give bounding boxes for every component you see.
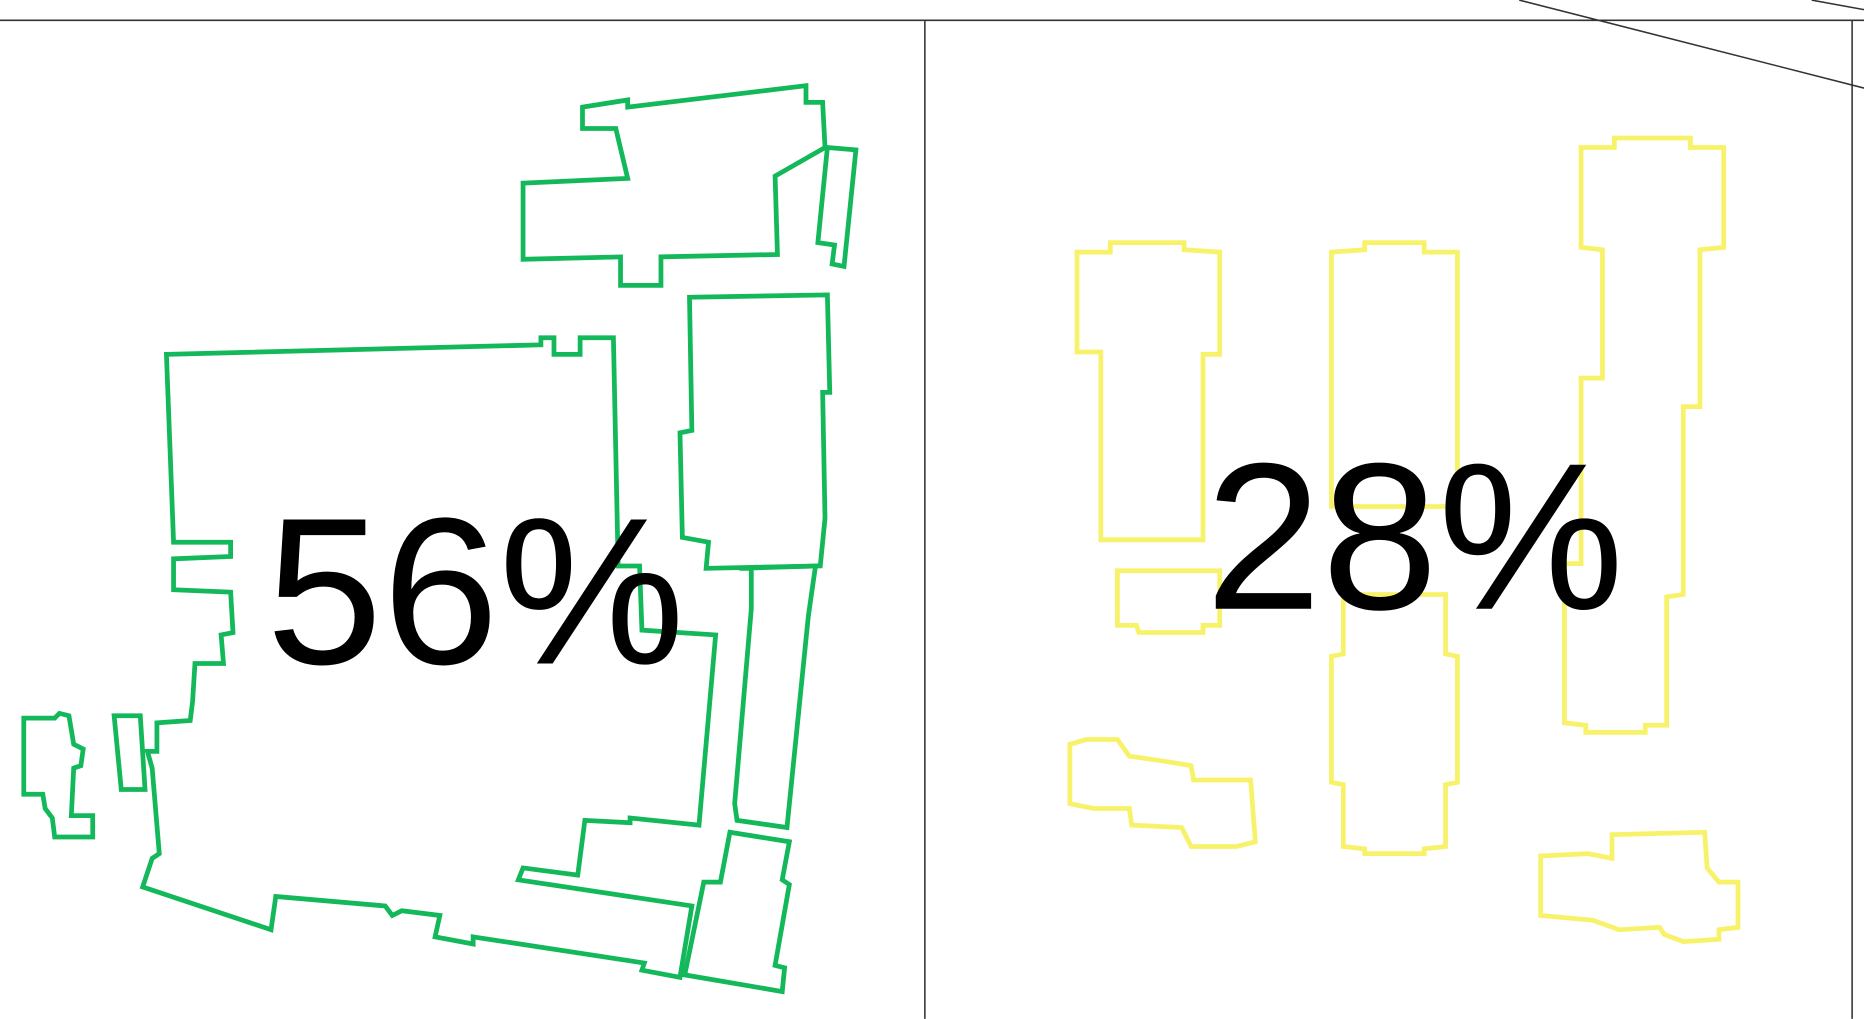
building-outline [1115, 568, 1223, 635]
building-outline [111, 713, 148, 792]
building-outline [677, 292, 833, 571]
building-outline [21, 710, 96, 840]
right-panel: 28% [1067, 135, 1741, 945]
percentage-label: 56% [266, 475, 685, 708]
building-outline [1562, 135, 1727, 735]
building-outline [1074, 240, 1223, 543]
building-outline [681, 829, 793, 995]
building-outline [1067, 737, 1258, 849]
building-outline [139, 335, 719, 981]
diagonal-line [1519, 0, 1864, 89]
building-outline [1329, 592, 1460, 857]
building-outline [520, 83, 828, 288]
left-panel: 56% [21, 83, 859, 995]
building-outline [732, 563, 819, 831]
building-outline [815, 144, 859, 270]
building-outline [1538, 829, 1741, 945]
percentage-label: 28% [1205, 421, 1624, 654]
diagonal-line [1811, 0, 1864, 11]
building-outline [1329, 240, 1460, 509]
